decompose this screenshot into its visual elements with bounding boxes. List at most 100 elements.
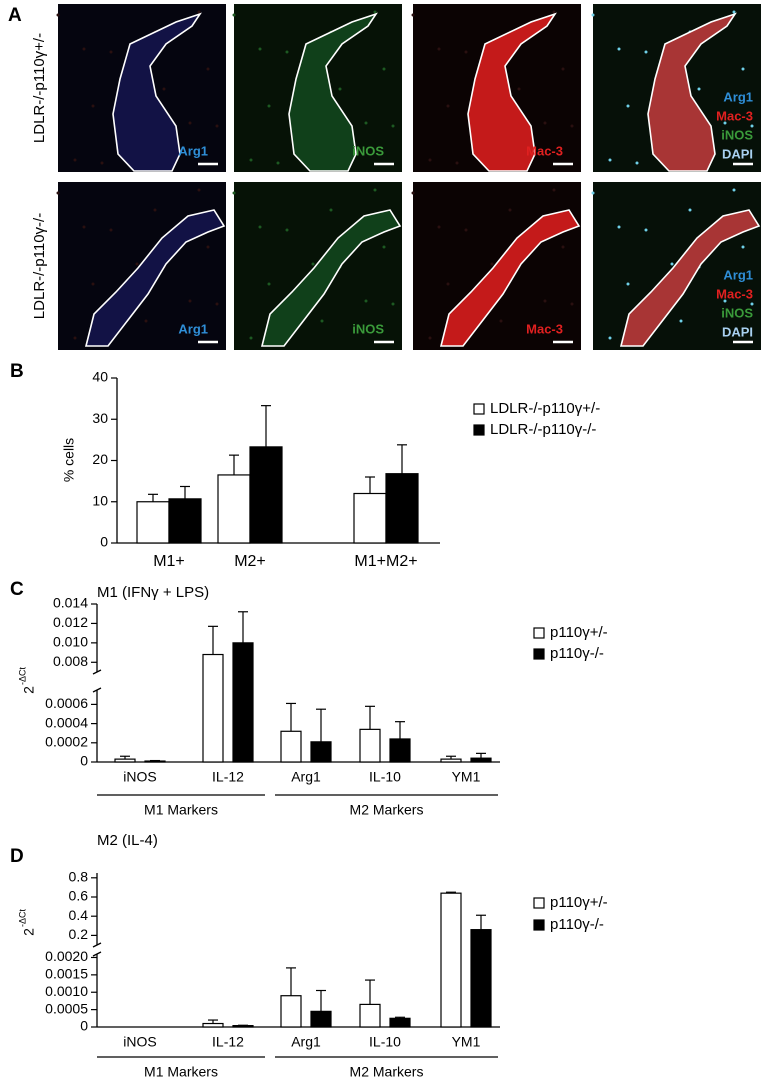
y-axis-label-base: 2 bbox=[21, 686, 37, 694]
bar bbox=[389, 1017, 411, 1028]
y-tick-label: 40 bbox=[92, 369, 108, 385]
tissue-speck bbox=[188, 299, 192, 303]
tissue-speck bbox=[258, 225, 262, 229]
channel-label: Arg1 bbox=[178, 321, 208, 336]
tissue-speck bbox=[732, 10, 736, 14]
tissue-speck bbox=[56, 13, 60, 17]
subtitle: M2 (IL-4) bbox=[97, 832, 158, 849]
plaque-outline bbox=[619, 209, 761, 347]
y-tick-label: 0.0010 bbox=[45, 983, 88, 999]
tissue-speck bbox=[591, 13, 595, 17]
x-tick-label: IL-12 bbox=[212, 1034, 244, 1050]
tissue-speck bbox=[591, 191, 595, 195]
y-tick-label: 0 bbox=[80, 753, 88, 769]
tissue-speck bbox=[276, 161, 280, 165]
bar bbox=[389, 738, 411, 763]
y-tick-label: 30 bbox=[92, 410, 108, 426]
merge-label: iNOS bbox=[721, 305, 753, 320]
micrograph: iNOS bbox=[232, 4, 402, 172]
y-tick-label: 0.012 bbox=[53, 614, 88, 630]
panel-label: A bbox=[8, 5, 22, 26]
tissue-speck bbox=[437, 47, 441, 51]
row-label: LDLR-/-p110γ-/- bbox=[31, 213, 48, 319]
y-tick-label: 20 bbox=[92, 451, 108, 467]
y-axis-label: 2-ΔCt bbox=[17, 666, 36, 693]
tissue-speck bbox=[626, 104, 630, 108]
subtitle: M1 (IFNγ + LPS) bbox=[97, 584, 209, 601]
tissue-speck bbox=[411, 13, 415, 17]
bar bbox=[202, 1022, 224, 1028]
x-tick-label: YM1 bbox=[452, 769, 481, 785]
y-axis-label: % cells bbox=[61, 438, 77, 482]
tissue-speck bbox=[543, 299, 547, 303]
micrograph: Mac-3 bbox=[411, 182, 581, 350]
bar bbox=[470, 929, 492, 1028]
merge-label: DAPI bbox=[722, 324, 753, 339]
y-axis-label-base: 2 bbox=[21, 928, 37, 936]
bar bbox=[249, 446, 283, 544]
tissue-speck bbox=[232, 13, 236, 17]
legend-swatch bbox=[473, 424, 485, 436]
bar bbox=[114, 758, 136, 763]
legend-swatch bbox=[533, 627, 545, 639]
tissue-speck bbox=[508, 208, 512, 212]
tissue-speck bbox=[446, 282, 450, 286]
tissue-speck bbox=[188, 121, 192, 125]
y-tick-label: 0 bbox=[100, 534, 108, 550]
micrograph: Arg1 Mac-3 iNOS DAPI bbox=[591, 182, 761, 350]
channel-label: iNOS bbox=[352, 321, 384, 336]
bar bbox=[232, 642, 254, 763]
tissue-speck bbox=[382, 245, 386, 249]
group-label: M2 Markers bbox=[350, 802, 424, 818]
bar bbox=[353, 492, 387, 544]
tissue-speck bbox=[373, 10, 377, 14]
tissue-speck bbox=[723, 299, 727, 303]
merge-label: Arg1 bbox=[723, 89, 753, 104]
bar bbox=[136, 501, 170, 544]
tissue-speck bbox=[382, 67, 386, 71]
tissue-speck bbox=[338, 87, 342, 91]
tissue-speck bbox=[109, 50, 113, 54]
y-axis-label-exponent: -ΔCt bbox=[17, 666, 27, 685]
tissue-speck bbox=[741, 67, 745, 71]
bar bbox=[202, 653, 224, 763]
tissue-speck bbox=[670, 262, 674, 266]
tissue-speck bbox=[206, 245, 210, 249]
tissue-speck bbox=[464, 228, 468, 232]
y-tick-label: 0.0006 bbox=[45, 695, 88, 711]
merge-label: Arg1 bbox=[723, 267, 753, 282]
merge-label: Mac-3 bbox=[716, 286, 753, 301]
tissue-speck bbox=[552, 10, 556, 14]
bar bbox=[310, 741, 332, 763]
micrograph: Arg1 bbox=[56, 182, 226, 350]
tissue-speck bbox=[517, 87, 521, 91]
legend-swatch bbox=[533, 648, 545, 660]
tissue-speck bbox=[267, 104, 271, 108]
axis-break bbox=[92, 942, 102, 948]
tissue-speck bbox=[608, 158, 612, 162]
y-tick-label: 0.0015 bbox=[45, 966, 88, 982]
tissue-speck bbox=[391, 302, 395, 306]
x-tick-label: M1+M2+ bbox=[354, 553, 417, 570]
y-tick-label: 0.0005 bbox=[45, 1000, 88, 1016]
legend-label: p110γ+/- bbox=[550, 894, 608, 911]
bar bbox=[310, 1010, 332, 1028]
tissue-speck bbox=[437, 225, 441, 229]
tissue-speck bbox=[267, 282, 271, 286]
axis-break bbox=[92, 687, 102, 693]
tissue-speck bbox=[91, 282, 95, 286]
tissue-speck bbox=[635, 161, 639, 165]
y-tick-label: 0 bbox=[80, 1018, 88, 1034]
tissue-speck bbox=[249, 158, 253, 162]
bar bbox=[144, 760, 166, 763]
tissue-speck bbox=[464, 50, 468, 54]
legend-swatch bbox=[473, 403, 485, 415]
channel-label: Mac-3 bbox=[526, 321, 563, 336]
tissue-speck bbox=[197, 188, 201, 192]
plaque-outline bbox=[84, 209, 226, 347]
tissue-speck bbox=[732, 188, 736, 192]
x-tick-label: IL-10 bbox=[369, 1034, 401, 1050]
tissue-speck bbox=[428, 158, 432, 162]
channel-label: Mac-3 bbox=[526, 143, 563, 158]
x-tick-label: iNOS bbox=[123, 769, 156, 785]
